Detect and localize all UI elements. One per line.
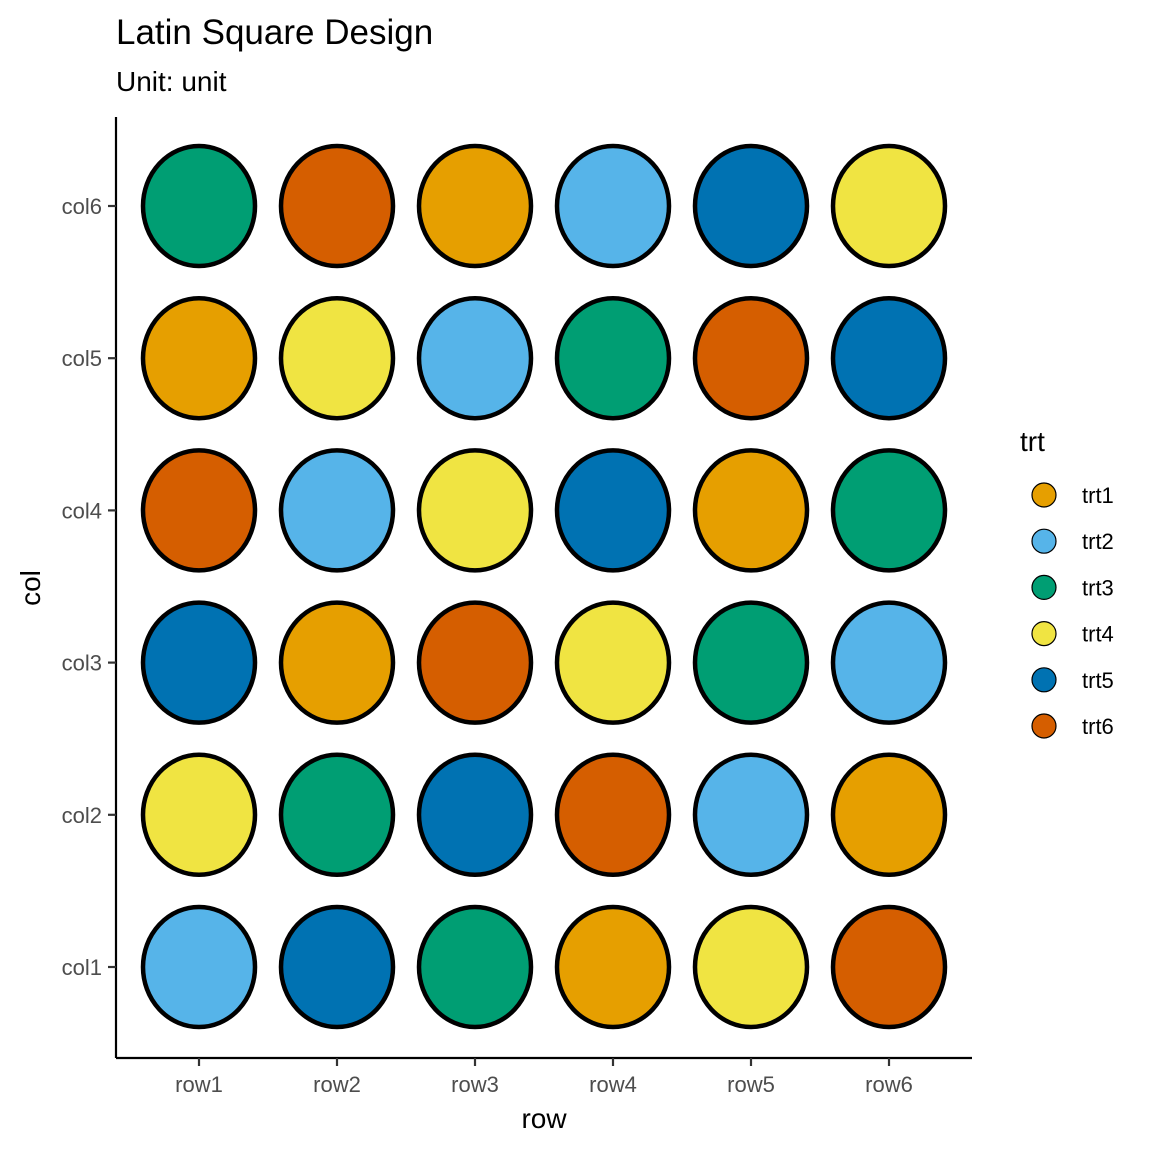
data-point-row1-col2: [140, 752, 258, 878]
y-tick-label: col6: [62, 194, 102, 219]
x-tick-label: row6: [865, 1072, 913, 1097]
data-point-row1-col6: [140, 143, 258, 269]
legend-label-trt3: trt3: [1082, 575, 1114, 600]
data-point-row6-col3: [830, 600, 948, 725]
legend-key-trt6: [1031, 713, 1057, 739]
legend-key-trt5: [1031, 667, 1057, 693]
x-tick-label: row5: [727, 1072, 775, 1097]
data-point-row3-col3: [416, 600, 534, 725]
data-point-row3-col4: [416, 448, 534, 573]
legend-key-trt1: [1031, 482, 1057, 508]
data-point-row4-col4: [554, 448, 672, 573]
data-point-row5-col6: [692, 143, 810, 269]
data-point-row6-col2: [830, 752, 948, 878]
y-axis-ticks: col1 col2 col3 col4 col5 col6: [62, 194, 116, 980]
chart-title: Latin Square Design: [116, 13, 433, 52]
data-point-row6-col6: [830, 143, 948, 269]
y-tick-label: col3: [62, 651, 102, 676]
legend-entries: trt1 trt2 trt3 trt4 trt5 trt6: [1031, 482, 1114, 739]
data-point-row5-col3: [692, 600, 810, 725]
legend-title: trt: [1020, 426, 1045, 457]
data-point-row3-col2: [416, 752, 534, 878]
legend-label-trt6: trt6: [1082, 714, 1114, 739]
y-tick-label: col1: [62, 955, 102, 980]
data-point-row3-col1: [416, 904, 534, 1030]
data-point-row1-col1: [140, 904, 258, 1030]
legend-label-trt4: trt4: [1082, 622, 1114, 647]
x-tick-label: row4: [589, 1072, 637, 1097]
y-tick-label: col5: [62, 346, 102, 371]
data-point-row2-col5: [278, 295, 396, 421]
x-tick-label: row2: [313, 1072, 361, 1097]
data-point-row5-col5: [692, 295, 810, 421]
data-point-row6-col1: [830, 904, 948, 1030]
data-point-row4-col5: [554, 295, 672, 421]
data-point-row1-col5: [140, 295, 258, 421]
data-point-row4-col2: [554, 752, 672, 878]
data-point-row2-col6: [278, 143, 396, 269]
data-point-row6-col4: [830, 448, 948, 573]
data-point-row2-col4: [278, 448, 396, 573]
data-point-row6-col5: [830, 295, 948, 421]
x-tick-label: row3: [451, 1072, 499, 1097]
data-point-row2-col3: [278, 600, 396, 725]
data-point-row4-col1: [554, 904, 672, 1030]
legend-key-trt2: [1031, 528, 1057, 554]
legend-label-trt1: trt1: [1082, 483, 1114, 508]
y-tick-label: col4: [62, 498, 102, 523]
legend: trt trt1 trt2 trt3 trt4 trt5 trt6: [1020, 426, 1114, 739]
data-point-row5-col2: [692, 752, 810, 878]
chart-subtitle: Unit: unit: [116, 66, 227, 97]
points-layer: [140, 143, 948, 1030]
data-point-row5-col1: [692, 904, 810, 1030]
data-point-row5-col4: [692, 448, 810, 573]
data-point-row1-col4: [140, 448, 258, 573]
data-point-row2-col2: [278, 752, 396, 878]
data-point-row2-col1: [278, 904, 396, 1030]
data-point-row3-col6: [416, 143, 534, 269]
data-point-row3-col5: [416, 295, 534, 421]
y-axis-title: col: [15, 570, 46, 606]
data-point-row4-col3: [554, 600, 672, 725]
legend-key-trt3: [1031, 574, 1057, 601]
x-axis-ticks: row1 row2 row3 row4 row5 row6: [175, 1058, 913, 1097]
y-tick-label: col2: [62, 803, 102, 828]
data-point-row4-col6: [554, 143, 672, 269]
x-tick-label: row1: [175, 1072, 223, 1097]
legend-label-trt2: trt2: [1082, 529, 1114, 554]
data-point-row1-col3: [140, 600, 258, 725]
x-axis-title: row: [521, 1103, 567, 1134]
legend-label-trt5: trt5: [1082, 668, 1114, 693]
legend-key-trt4: [1031, 620, 1057, 647]
